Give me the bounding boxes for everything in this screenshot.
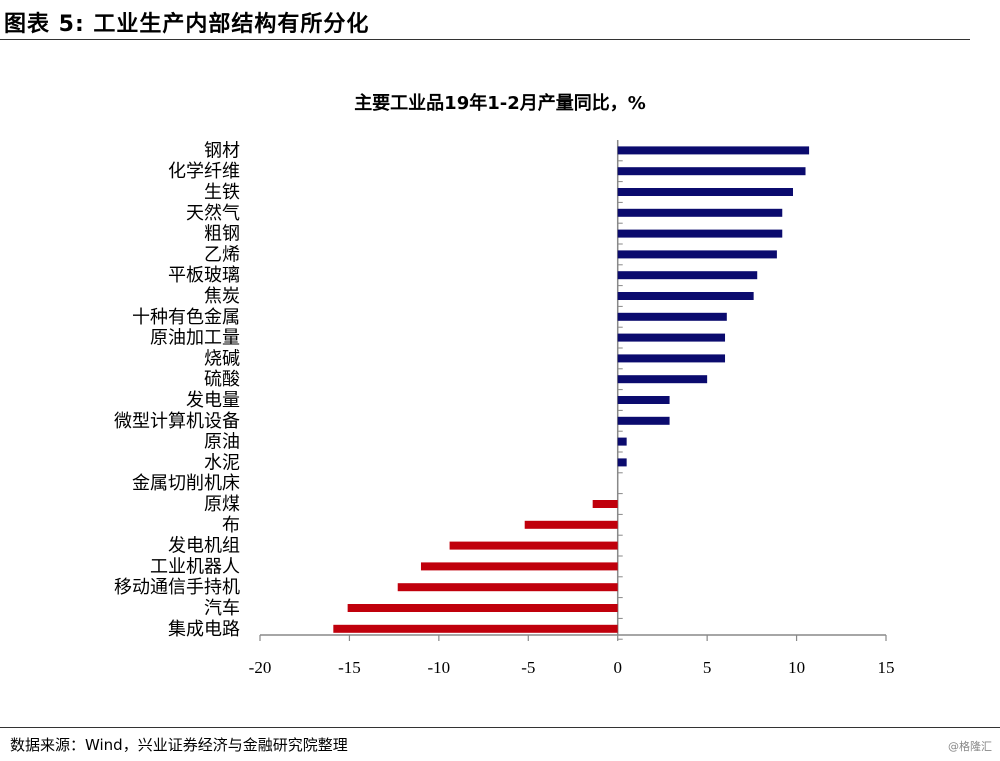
category-label: 生铁	[204, 182, 240, 203]
category-labels: 钢材化学纤维生铁天然气粗钢乙烯平板玻璃焦炭十种有色金属原油加工量烧碱硫酸发电量微…	[114, 140, 240, 639]
category-label: 集成电路	[168, 619, 240, 640]
category-label: 原油加工量	[150, 328, 240, 349]
category-label: 金属切削机床	[132, 473, 240, 494]
category-label: 移动通信手持机	[114, 577, 240, 598]
bar	[617, 458, 627, 467]
category-label: 烧碱	[204, 348, 240, 369]
category-label: 水泥	[204, 452, 240, 473]
x-tick-label: 5	[703, 658, 712, 677]
bar	[617, 146, 810, 155]
category-label: 天然气	[186, 203, 240, 224]
category-label: 原油	[204, 432, 240, 453]
bar	[617, 416, 670, 425]
source-note: 数据来源：Wind，兴业证券经济与金融研究院整理	[10, 736, 348, 754]
bar	[524, 520, 618, 529]
x-tick-label: 10	[788, 658, 805, 677]
x-tick-label: -10	[428, 658, 451, 677]
category-label: 发电量	[186, 390, 240, 411]
category-label: 硫酸	[204, 369, 240, 390]
bar	[449, 541, 618, 550]
x-tick-labels: -20 -15 -10 -5 0 5 10 15	[249, 658, 895, 677]
bar	[617, 229, 783, 238]
footer-divider	[0, 727, 1000, 728]
bar	[617, 167, 806, 176]
bar	[617, 292, 754, 300]
bar	[592, 500, 618, 508]
category-label: 原煤	[204, 494, 240, 515]
bar	[617, 437, 627, 446]
category-label: 乙烯	[204, 244, 240, 265]
x-tick-label: -20	[249, 658, 272, 677]
category-label: 化学纤维	[168, 161, 240, 182]
chart-title: 主要工业品19年1-2月产量同比，%	[354, 93, 646, 114]
bar	[617, 333, 726, 342]
category-label: 粗钢	[204, 224, 240, 245]
bar	[420, 562, 618, 571]
figure-title: 图表 5: 工业生产内部结构有所分化	[4, 12, 370, 37]
watermark: @格隆汇	[948, 740, 992, 753]
bar	[617, 312, 727, 321]
category-label: 钢材	[204, 140, 240, 161]
bar	[333, 624, 618, 633]
bar	[617, 250, 777, 259]
x-tick-label: 0	[613, 658, 622, 677]
x-tick-label: -15	[338, 658, 361, 677]
x-tick-label: -5	[521, 658, 535, 677]
bar	[397, 583, 618, 592]
x-tick-label: 15	[878, 658, 895, 677]
category-label: 焦炭	[204, 286, 240, 307]
category-label: 十种有色金属	[132, 307, 240, 328]
bar	[617, 208, 783, 217]
bar	[347, 604, 618, 612]
category-label: 发电机组	[168, 536, 240, 557]
bar	[617, 375, 708, 384]
bar	[617, 271, 758, 280]
bar-chart: 钢材化学纤维生铁天然气粗钢乙烯平板玻璃焦炭十种有色金属原油加工量烧碱硫酸发电量微…	[114, 140, 895, 677]
bar	[617, 188, 793, 196]
category-label: 工业机器人	[150, 556, 240, 577]
bar	[617, 354, 726, 363]
category-label: 汽车	[204, 598, 240, 619]
chart-axes	[259, 140, 887, 641]
chart-bars	[333, 146, 810, 633]
header-divider	[0, 39, 970, 40]
category-label: 布	[222, 515, 240, 536]
bar	[617, 396, 670, 404]
category-label: 平板玻璃	[168, 265, 240, 286]
category-label: 微型计算机设备	[114, 411, 240, 432]
